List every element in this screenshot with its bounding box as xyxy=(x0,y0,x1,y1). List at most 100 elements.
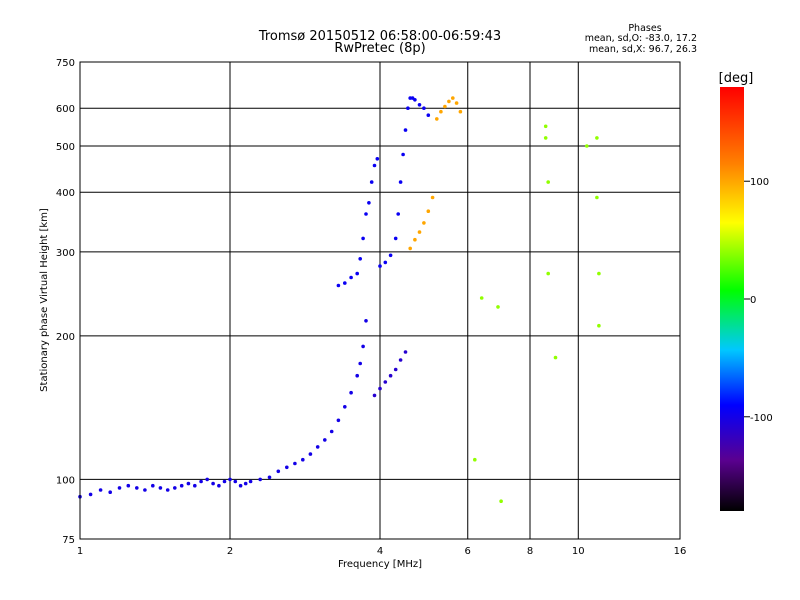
stats-header: Phases xyxy=(628,23,661,34)
x-tick-label: 1 xyxy=(77,546,83,557)
x-tick-label: 2 xyxy=(227,546,233,557)
data-point xyxy=(388,253,393,258)
stats-x-line: mean, sd,X: 96.7, 26.3 xyxy=(589,44,697,55)
data-point xyxy=(435,117,439,121)
data-point xyxy=(451,96,455,100)
data-point xyxy=(417,103,422,107)
data-point xyxy=(228,477,232,482)
data-point xyxy=(597,323,601,328)
data-point xyxy=(447,99,451,104)
data-point xyxy=(88,492,93,497)
data-point xyxy=(205,477,209,482)
data-point xyxy=(426,209,431,213)
colorbar-tick-label: -100 xyxy=(750,413,773,424)
data-point xyxy=(336,418,341,423)
colorbar xyxy=(720,87,744,511)
data-point xyxy=(165,488,170,492)
data-point xyxy=(285,465,289,470)
data-point xyxy=(355,271,360,276)
y-tick-label: 500 xyxy=(56,142,75,153)
data-point xyxy=(595,136,599,140)
data-point xyxy=(543,124,548,129)
colorbar-tick-label: 100 xyxy=(750,177,769,188)
x-axis-label: Frequency [MHz] xyxy=(338,559,422,570)
data-point xyxy=(546,180,550,184)
data-point xyxy=(143,488,147,492)
data-point xyxy=(378,264,382,268)
x-tick-label: 6 xyxy=(465,546,471,557)
data-point xyxy=(358,257,363,261)
data-point xyxy=(301,457,305,462)
x-tick-label: 8 xyxy=(527,546,533,557)
data-point xyxy=(473,457,477,462)
data-point xyxy=(403,350,408,354)
data-point xyxy=(439,109,443,114)
x-tick-label: 10 xyxy=(572,546,585,557)
data-point xyxy=(398,180,403,184)
x-tick-label: 16 xyxy=(674,546,687,557)
colorbar-label: [deg] xyxy=(719,71,754,86)
data-point xyxy=(108,490,112,495)
colorbar-ticks: 100 0 -100 xyxy=(744,177,773,424)
data-point xyxy=(355,373,360,378)
y-tick-label: 600 xyxy=(56,104,75,115)
data-point xyxy=(388,373,393,378)
stats-o-line: mean, sd,O: -83.0, 17.2 xyxy=(585,33,697,44)
gridlines xyxy=(80,62,680,539)
data-point xyxy=(267,475,272,480)
data-point xyxy=(211,481,215,486)
data-point xyxy=(179,483,184,488)
data-point xyxy=(401,152,405,157)
data-point xyxy=(349,390,353,395)
data-point xyxy=(98,488,103,492)
data-point xyxy=(135,486,139,490)
data-point xyxy=(126,483,131,488)
data-point xyxy=(499,499,503,504)
data-point xyxy=(413,98,417,102)
data-point xyxy=(422,221,426,225)
data-point xyxy=(585,144,589,148)
data-point xyxy=(222,479,227,484)
data-point xyxy=(158,486,163,490)
data-point xyxy=(243,481,248,486)
data-point xyxy=(364,212,368,216)
y-axis-ticks: 75 100 200 300 400 500 600 750 xyxy=(56,58,75,546)
data-point xyxy=(408,246,413,251)
y-axis-label: Stationary phase Virtual Height [km] xyxy=(39,208,50,392)
data-point xyxy=(358,361,363,366)
data-point xyxy=(349,275,353,280)
x-tick-label: 4 xyxy=(377,546,383,557)
data-point xyxy=(193,483,197,488)
data-point xyxy=(553,355,558,360)
data-point xyxy=(361,344,365,349)
data-point xyxy=(117,486,122,490)
data-point xyxy=(543,136,548,140)
data-point xyxy=(372,393,377,398)
data-point xyxy=(403,128,408,132)
data-point xyxy=(293,461,297,466)
data-point xyxy=(276,469,281,474)
data-point xyxy=(398,358,403,362)
data-point xyxy=(369,180,374,184)
data-point xyxy=(458,109,463,114)
y-tick-label: 100 xyxy=(56,475,75,486)
y-tick-label: 75 xyxy=(62,535,75,546)
data-point xyxy=(597,271,601,276)
data-point xyxy=(406,106,410,110)
data-point xyxy=(367,201,371,205)
data-point xyxy=(336,283,341,288)
data-point xyxy=(383,380,388,384)
data-point xyxy=(258,477,263,482)
data-point xyxy=(151,483,155,488)
data-point xyxy=(343,405,347,409)
data-point xyxy=(315,445,320,449)
y-tick-label: 400 xyxy=(56,188,75,199)
data-point xyxy=(479,296,484,300)
data-point xyxy=(496,305,500,309)
data-point xyxy=(364,319,368,323)
y-tick-label: 300 xyxy=(56,248,75,259)
y-tick-label: 200 xyxy=(56,332,75,343)
data-point xyxy=(361,236,365,241)
plot-area: 1 2 4 6 8 10 16 75 100 200 300 400 500 600 750 xyxy=(56,58,686,557)
